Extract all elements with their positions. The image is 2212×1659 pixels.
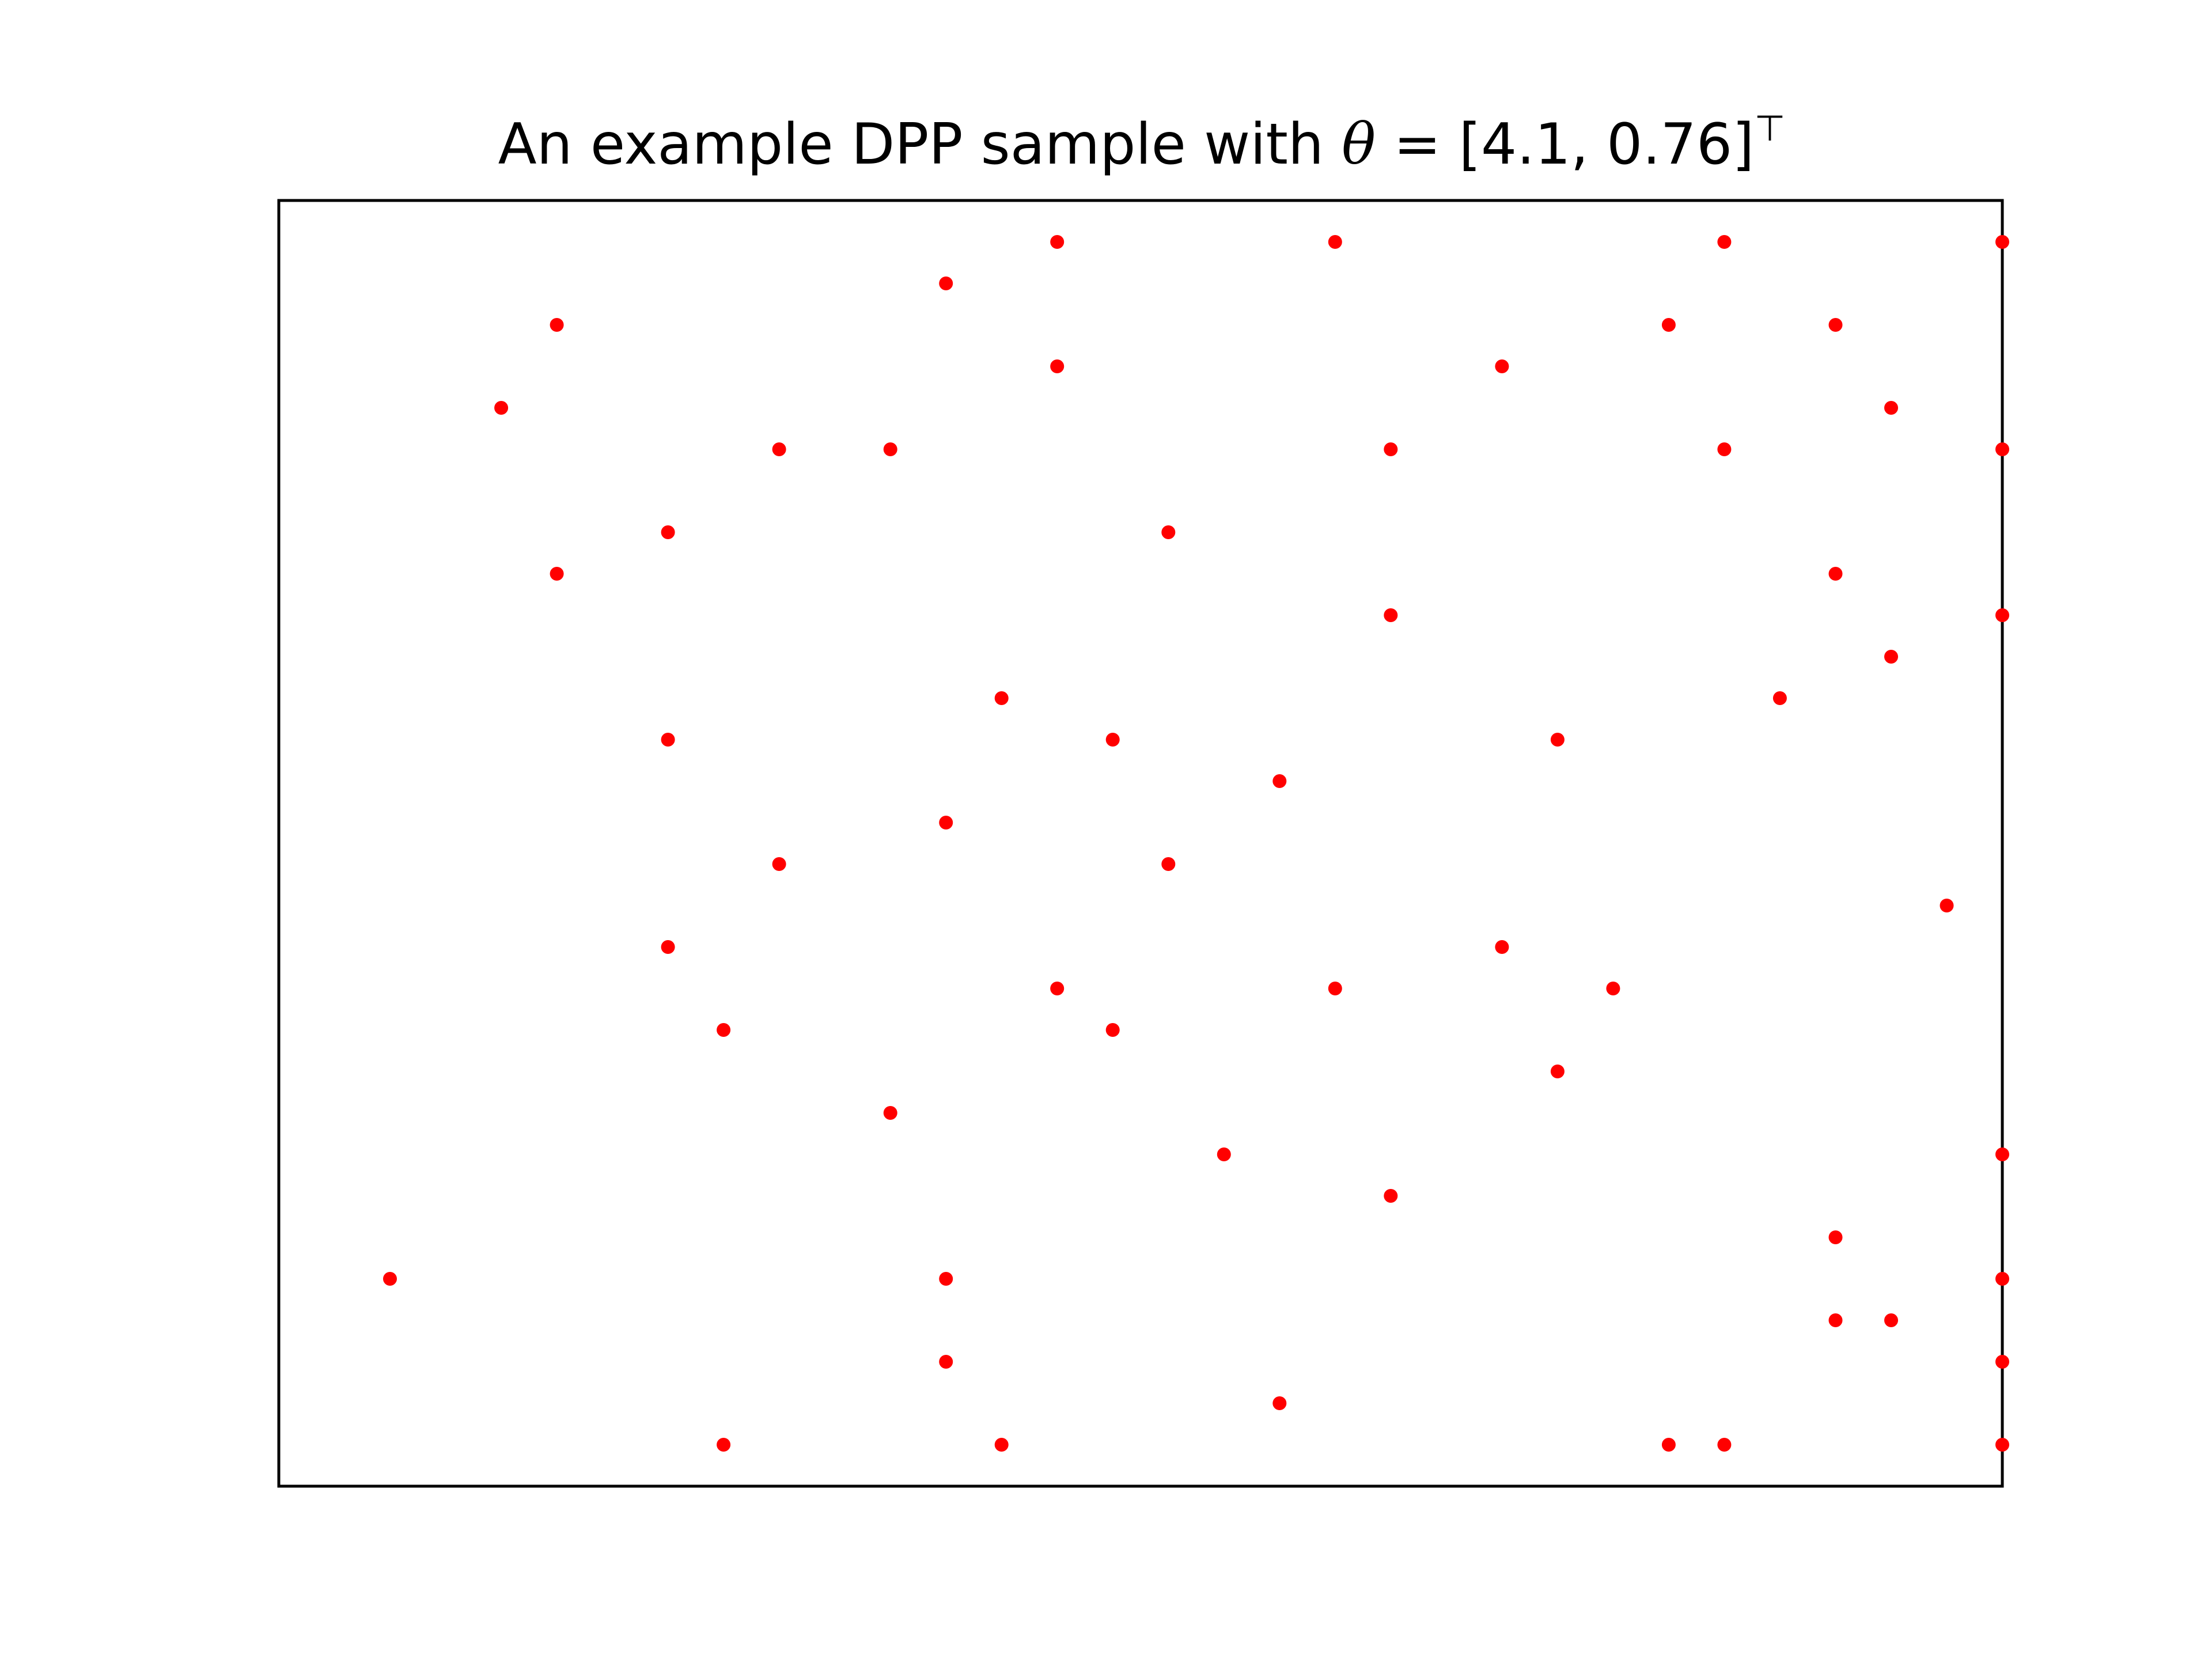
scatter-points xyxy=(383,235,2009,1452)
scatter-point xyxy=(994,1438,1009,1452)
scatter-point xyxy=(883,442,897,456)
scatter-point xyxy=(1105,733,1120,747)
chart-title-theta-symbol: θ xyxy=(1342,112,1376,177)
scatter-point xyxy=(1050,235,1065,249)
scatter-point xyxy=(661,733,675,747)
scatter-point xyxy=(494,401,509,415)
scatter-point xyxy=(1328,235,1342,249)
scatter-point xyxy=(383,1272,397,1286)
scatter-point xyxy=(1995,608,2009,622)
scatter-point xyxy=(1995,1438,2009,1452)
chart-title-transpose-mark: ⊤ xyxy=(1754,107,1786,149)
scatter-point xyxy=(1161,525,1176,539)
chart-title: An example DPP sample with θ = [4.1, 0.7… xyxy=(0,111,2212,177)
scatter-point xyxy=(1272,1396,1287,1410)
scatter-point xyxy=(1105,1023,1120,1037)
scatter-point xyxy=(1161,857,1176,871)
scatter-point xyxy=(772,442,786,456)
scatter-point xyxy=(717,1023,731,1037)
plot-area-frame xyxy=(277,199,2004,1488)
scatter-point xyxy=(1050,359,1065,373)
scatter-point xyxy=(1995,1147,2009,1161)
scatter-point xyxy=(1384,1189,1398,1203)
scatter-point xyxy=(661,525,675,539)
scatter-point xyxy=(1772,691,1787,705)
scatter-point xyxy=(994,691,1009,705)
scatter-point xyxy=(1828,318,1843,332)
scatter-point xyxy=(1940,899,1954,912)
scatter-point xyxy=(1661,1438,1676,1452)
scatter-point xyxy=(550,318,564,332)
scatter-point xyxy=(1550,733,1565,747)
scatter-point xyxy=(1384,608,1398,622)
scatter-point xyxy=(1884,401,1898,415)
scatter-point xyxy=(1606,982,1620,995)
scatter-point xyxy=(883,1106,897,1120)
scatter-point xyxy=(1495,940,1509,954)
scatter-point xyxy=(1828,567,1843,581)
scatter-point xyxy=(1217,1147,1231,1161)
scatter-point xyxy=(1995,1272,2009,1286)
scatter-point xyxy=(1050,982,1065,995)
scatter-point xyxy=(1717,235,1732,249)
scatter-point xyxy=(939,816,953,830)
scatter-point xyxy=(1995,442,2009,456)
scatter-point xyxy=(939,1355,953,1369)
chart-title-prefix: An example DPP sample with xyxy=(498,112,1342,177)
scatter-point xyxy=(1328,982,1342,995)
scatter-point xyxy=(661,940,675,954)
scatter-point xyxy=(1995,235,2009,249)
chart-title-suffix: = [4.1, 0.76] xyxy=(1376,112,1755,177)
scatter-point xyxy=(1717,1438,1732,1452)
scatter-point xyxy=(1828,1313,1843,1327)
scatter-point xyxy=(1884,1313,1898,1327)
scatter-point xyxy=(717,1438,731,1452)
scatter-point xyxy=(1661,318,1676,332)
scatter-point xyxy=(1717,442,1732,456)
scatter-point xyxy=(1995,1355,2009,1369)
scatter-point xyxy=(772,857,786,871)
scatter-point xyxy=(939,1272,953,1286)
scatter-point xyxy=(1495,359,1509,373)
scatter-point xyxy=(1272,774,1287,788)
scatter-point xyxy=(550,567,564,581)
scatter-point xyxy=(1384,442,1398,456)
scatter-point xyxy=(939,276,953,290)
scatter-point xyxy=(1884,650,1898,664)
scatter-point xyxy=(1550,1065,1565,1078)
scatter-point xyxy=(1828,1230,1843,1244)
